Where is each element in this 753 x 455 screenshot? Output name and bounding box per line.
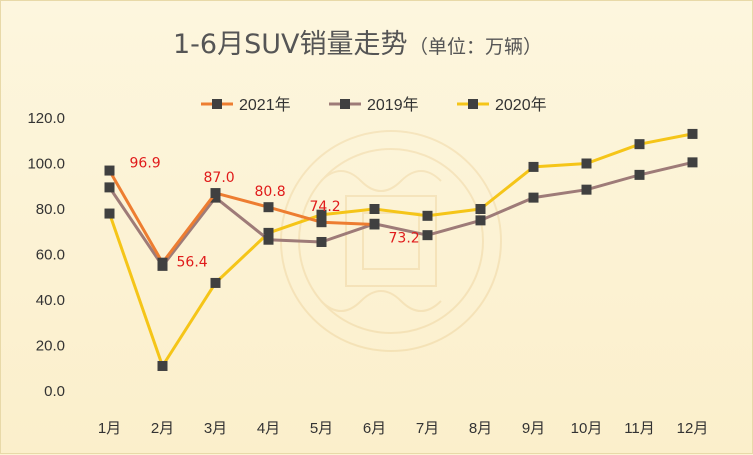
data-label: 73.2: [389, 230, 420, 246]
data-point: [634, 139, 645, 150]
x-tick-label: 11月: [624, 420, 655, 437]
chart-subtitle: （单位：万辆）: [409, 36, 542, 58]
data-point: [528, 161, 539, 172]
data-point: [422, 210, 433, 221]
data-point: [210, 277, 221, 288]
data-point: [316, 236, 327, 247]
x-tick-label: 10月: [571, 420, 603, 437]
data-point: [634, 169, 645, 180]
x-tick-label: 9月: [522, 420, 545, 437]
y-axis: 0.0 20.0 40.0 60.0 80.0 100.0 120.0: [27, 110, 65, 400]
legend-swatch-marker: [340, 99, 350, 109]
y-tick-label: 40.0: [36, 292, 65, 309]
data-point: [104, 182, 115, 193]
series-line: [108, 160, 693, 268]
legend: 2021年 2019年 2020年: [201, 96, 547, 114]
data-labels: 96.9 56.4 87.0 80.8 74.2 73.2: [130, 156, 420, 271]
data-label: 80.8: [255, 184, 286, 200]
chart-title: 1-6月SUV销量走势: [173, 29, 407, 60]
legend-label: 2019年: [367, 96, 419, 114]
y-tick-label: 0.0: [44, 383, 65, 400]
data-point: [263, 234, 274, 245]
y-tick-label: 80.0: [36, 201, 65, 218]
data-label: 87.0: [204, 170, 235, 186]
x-tick-label: 7月: [416, 420, 439, 437]
data-point: [104, 208, 115, 219]
x-tick-label: 1月: [98, 420, 121, 437]
legend-item: 2020年: [457, 96, 547, 114]
y-tick-label: 20.0: [36, 338, 65, 355]
data-point: [104, 165, 115, 176]
legend-swatch-marker: [212, 99, 222, 109]
x-tick-label: 8月: [469, 420, 492, 437]
x-axis: 1月 2月 3月 4月 5月 6月 7月 8月 9月 10月 11月 12月: [98, 420, 709, 437]
data-point: [316, 217, 327, 228]
data-point: [475, 215, 486, 226]
series-line: [108, 132, 693, 368]
data-label: 74.2: [310, 199, 341, 215]
data-point: [687, 157, 698, 168]
series-line: [108, 169, 375, 265]
data-point: [581, 184, 592, 195]
x-tick-label: 2月: [151, 420, 174, 437]
x-tick-label: 6月: [363, 420, 386, 437]
legend-item: 2019年: [329, 96, 419, 114]
x-tick-label: 4月: [257, 420, 280, 437]
y-tick-label: 100.0: [27, 156, 65, 173]
data-point: [316, 209, 327, 220]
data-point: [157, 360, 168, 371]
x-tick-label: 3月: [204, 420, 227, 437]
data-label: 96.9: [130, 156, 161, 172]
data-label: 56.4: [177, 255, 208, 271]
data-point: [263, 202, 274, 213]
data-point: [581, 158, 592, 169]
series-2: [104, 128, 698, 371]
series-0: [104, 165, 380, 268]
legend-swatch-marker: [468, 99, 478, 109]
data-point: [157, 257, 168, 268]
data-point: [528, 192, 539, 203]
y-tick-label: 60.0: [36, 247, 65, 264]
x-tick-label: 5月: [310, 420, 333, 437]
data-point: [687, 128, 698, 139]
legend-item: 2021年: [201, 96, 291, 114]
floral-seal-watermark: [280, 130, 502, 352]
legend-label: 2021年: [239, 96, 291, 114]
data-point: [263, 227, 274, 238]
data-point: [210, 188, 221, 199]
y-tick-label: 120.0: [27, 110, 65, 127]
series-group: [104, 128, 698, 371]
data-point: [422, 230, 433, 241]
data-point: [475, 204, 486, 214]
data-point: [369, 219, 380, 230]
x-tick-label: 12月: [677, 420, 709, 437]
legend-label: 2020年: [495, 96, 547, 114]
data-point: [369, 204, 380, 214]
